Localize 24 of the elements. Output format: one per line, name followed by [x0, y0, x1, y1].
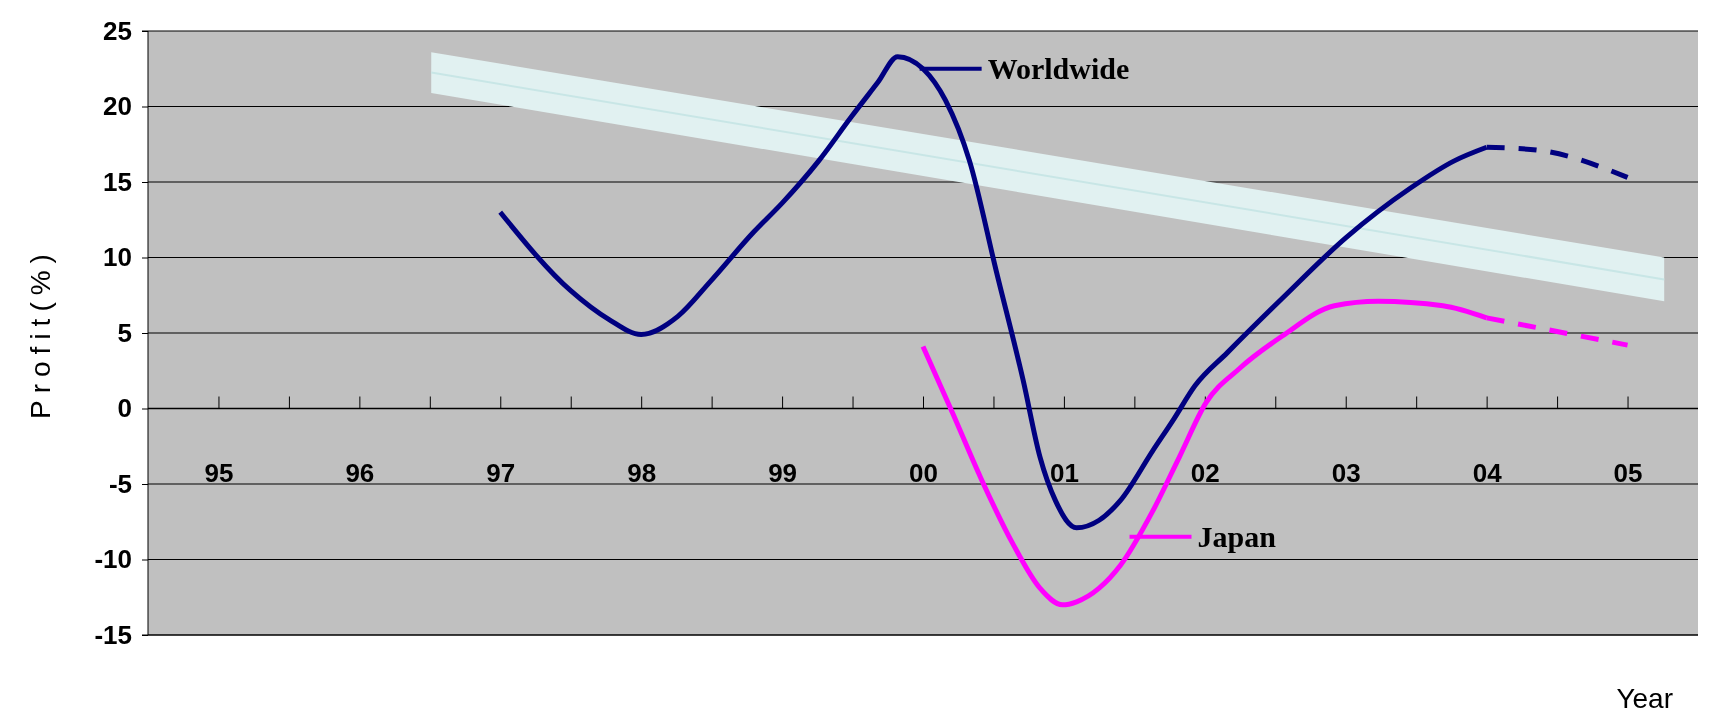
x-tick-label: 96 — [345, 457, 375, 488]
y-tick-label: -15 — [94, 619, 132, 650]
y-axis-title: Profit(%) — [25, 247, 56, 419]
x-tick-label: 97 — [486, 457, 516, 488]
x-tick-label: 95 — [204, 457, 234, 488]
x-tick-label: 05 — [1613, 457, 1643, 488]
legend-label: Worldwide — [987, 51, 1130, 85]
x-tick-label: 00 — [909, 457, 938, 488]
legend-label: Japan — [1197, 519, 1277, 553]
y-tick-label: 5 — [117, 317, 132, 348]
y-tick-label: -10 — [94, 544, 132, 575]
x-tick-label: 04 — [1472, 457, 1503, 488]
y-tick-label: 0 — [117, 393, 132, 424]
y-tick-label: 15 — [103, 166, 132, 197]
x-tick-label: 03 — [1331, 457, 1361, 488]
y-tick-label: -5 — [108, 468, 132, 499]
y-tick-label: 20 — [103, 91, 132, 122]
x-axis-title: Year — [1616, 683, 1673, 714]
y-tick-label: 25 — [103, 15, 132, 46]
y-tick-label: 10 — [103, 242, 132, 273]
x-tick-label: 98 — [627, 457, 657, 488]
x-tick-label: 99 — [768, 457, 798, 488]
x-tick-label: 01 — [1049, 457, 1079, 488]
x-tick-label: 02 — [1190, 457, 1220, 488]
